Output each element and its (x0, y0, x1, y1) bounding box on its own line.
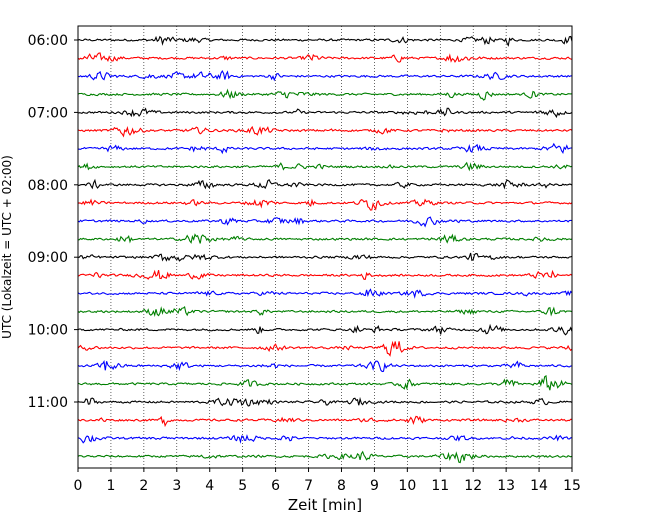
x-tick-label: 12 (464, 478, 482, 494)
seismic-trace (77, 323, 573, 336)
seismic-trace (77, 415, 572, 428)
seismic-trace (77, 107, 573, 119)
x-tick-label: 10 (398, 478, 416, 494)
x-tick-label: 8 (337, 478, 346, 494)
seismic-trace (77, 52, 573, 63)
seismic-trace (77, 35, 573, 47)
y-tick-label: 10:00 (28, 323, 68, 339)
plot-background (78, 26, 572, 468)
x-tick-label: 6 (271, 478, 280, 494)
seismic-trace (77, 178, 573, 190)
y-axis: 06:00 07:00 08:00 09:00 10:00 11:00 (28, 33, 78, 411)
seismic-trace (77, 396, 573, 407)
x-axis-label: Zeit [min] (288, 496, 362, 514)
y-axis-label: UTC (Lokalzeit = UTC + 02:00) (0, 155, 14, 339)
x-tick-label: 13 (497, 478, 515, 494)
x-axis: 0 1 2 3 4 5 6 7 8 9 10 11 12 13 14 15 (74, 468, 581, 494)
seismic-trace (77, 70, 573, 82)
seismic-trace (77, 434, 573, 444)
seismic-trace (77, 161, 573, 172)
seismic-trace (77, 288, 573, 299)
seismic-trace (77, 269, 573, 280)
x-tick-label: 0 (74, 478, 83, 494)
x-tick-label: 3 (172, 478, 181, 494)
x-tick-label: 11 (431, 478, 449, 494)
seismic-trace (77, 360, 573, 373)
seismic-trace (77, 142, 573, 155)
x-tick-label: 2 (139, 478, 148, 494)
x-tick-label: 5 (238, 478, 247, 494)
seismic-trace (77, 306, 573, 317)
y-tick-label: 08:00 (28, 178, 68, 194)
x-tick-label: 14 (530, 478, 548, 494)
y-tick-label: 07:00 (28, 105, 68, 121)
seismic-trace (77, 88, 573, 101)
y-tick-label: 06:00 (28, 33, 68, 49)
seismic-trace (77, 252, 573, 262)
seismic-trace (77, 450, 573, 464)
y-tick-label: 09:00 (28, 250, 68, 266)
seismic-trace (77, 216, 573, 228)
traces (77, 35, 573, 464)
seismic-trace (77, 374, 573, 391)
plot-frame (77, 25, 573, 469)
y-tick-label: 11:00 (28, 395, 68, 411)
x-tick-label: 15 (563, 478, 581, 494)
seismic-trace (77, 125, 573, 138)
seismic-trace (77, 198, 573, 211)
x-tick-label: 1 (106, 478, 115, 494)
seismic-trace (77, 340, 573, 357)
x-tick-label: 7 (304, 478, 313, 494)
x-tick-label: 4 (205, 478, 214, 494)
x-tick-label: 9 (370, 478, 379, 494)
seismic-trace (77, 233, 573, 244)
